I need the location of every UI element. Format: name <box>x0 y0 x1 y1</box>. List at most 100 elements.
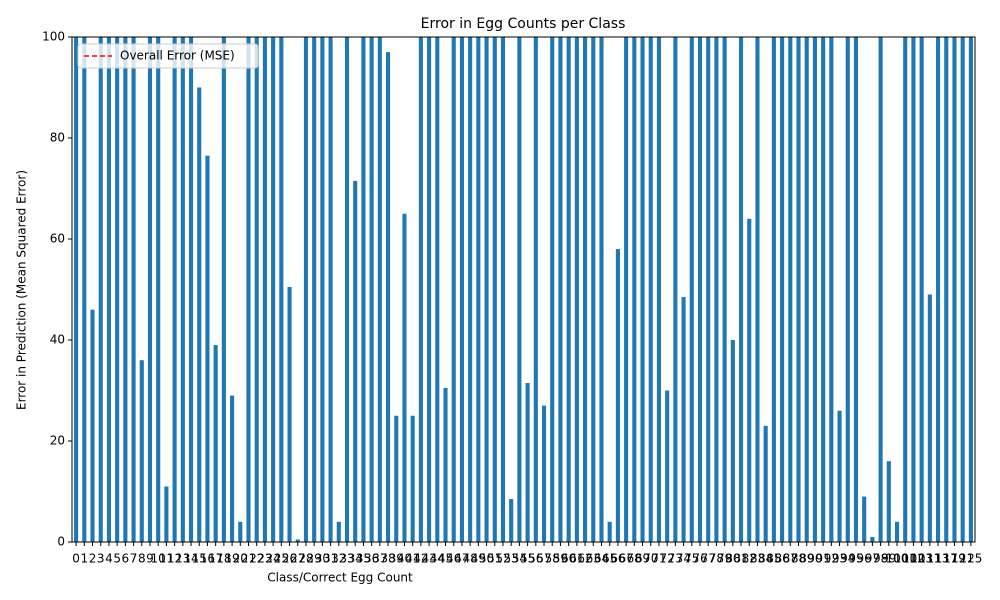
bar <box>484 37 489 542</box>
x-tick-label: 20 <box>233 552 248 566</box>
bar <box>944 37 949 542</box>
x-tick-label: 78 <box>709 552 724 566</box>
x-tick-label: 77 <box>701 552 716 566</box>
x-tick-label: 9 <box>146 552 154 566</box>
x-tick-label: 75 <box>684 552 699 566</box>
x-tick-label: 85 <box>766 552 781 566</box>
bar <box>443 387 448 542</box>
x-tick-label: 83 <box>750 552 765 566</box>
bar <box>862 496 867 542</box>
x-tick-label: 22 <box>249 552 264 566</box>
bar <box>632 37 637 542</box>
x-tick-label: 92 <box>824 552 839 566</box>
x-tick-label: 45 <box>438 552 453 566</box>
bar <box>418 37 423 542</box>
chart-title: Error in Egg Counts per Class <box>421 16 626 32</box>
bar <box>837 410 842 542</box>
bar <box>706 37 711 542</box>
bar <box>656 37 662 542</box>
x-tick-label: 62 <box>577 552 592 566</box>
x-tick-label: 60 <box>561 552 576 566</box>
bar <box>361 37 366 542</box>
x-tick-label: 102 <box>902 552 925 566</box>
bar <box>353 180 358 543</box>
x-tick-label: 25 <box>274 552 289 566</box>
y-tick-label: 0 <box>57 535 65 549</box>
bar <box>821 37 826 542</box>
x-tick-label: 17 <box>208 552 223 566</box>
x-tick-label: 90 <box>807 552 822 566</box>
bar <box>98 37 103 542</box>
bar <box>213 345 218 542</box>
x-tick-label: 117 <box>935 552 958 566</box>
x-tick-label: 97 <box>865 552 880 566</box>
x-tick-label: 43 <box>421 552 436 566</box>
x-tick-label: 50 <box>479 552 494 566</box>
x-tick-label: 76 <box>692 552 707 566</box>
x-tick-label: 82 <box>742 552 757 566</box>
x-tick-label: 13 <box>175 552 190 566</box>
bar <box>640 37 645 542</box>
y-tick-label: 40 <box>50 333 65 347</box>
x-tick-label: 35 <box>356 552 371 566</box>
x-tick-label: 86 <box>774 552 789 566</box>
bar <box>845 37 850 542</box>
y-tick-label: 80 <box>50 131 65 145</box>
x-tick-label: 100 <box>886 552 909 566</box>
x-tick-label: 52 <box>495 552 510 566</box>
x-tick-label: 51 <box>487 552 502 566</box>
bar <box>697 37 703 542</box>
y-tick-label: 100 <box>42 30 65 44</box>
x-tick-label: 121 <box>951 552 974 566</box>
bar <box>903 37 908 542</box>
bar <box>952 37 957 542</box>
bar <box>238 521 243 542</box>
bar <box>591 37 596 542</box>
bar <box>90 309 95 542</box>
legend-box <box>77 43 259 69</box>
bar <box>172 37 177 542</box>
bar <box>788 37 793 542</box>
bar <box>303 37 309 542</box>
x-tick-label: 53 <box>504 552 519 566</box>
x-tick-label: 40 <box>397 552 412 566</box>
x-tick-label: 95 <box>848 552 863 566</box>
bar <box>106 37 111 542</box>
bar <box>911 37 916 542</box>
x-tick-label: 24 <box>265 552 280 566</box>
bar <box>968 37 973 542</box>
x-tick-label: 74 <box>676 552 691 566</box>
x-tick-label: 49 <box>471 552 486 566</box>
x-tick-label: 57 <box>536 552 551 566</box>
x-tick-label: 39 <box>389 552 404 566</box>
bar <box>74 37 79 542</box>
bar <box>738 37 744 542</box>
x-tick-label: 66 <box>610 552 625 566</box>
x-tick-label: 93 <box>832 552 847 566</box>
x-tick-label: 11 <box>159 552 174 566</box>
bar <box>566 37 571 542</box>
bar <box>279 37 284 542</box>
bar <box>886 461 891 542</box>
x-tick-label: 88 <box>791 552 806 566</box>
x-tick-label: 3 <box>97 552 105 566</box>
bar <box>230 395 235 542</box>
bar <box>205 155 210 543</box>
bar <box>525 382 530 542</box>
x-tick-label: 84 <box>758 552 773 566</box>
x-tick-label: 26 <box>282 552 297 566</box>
bar <box>139 360 144 542</box>
bar <box>763 425 768 542</box>
x-tick-label: 58 <box>545 552 560 566</box>
x-tick-label: 19 <box>224 552 239 566</box>
bar <box>312 37 317 542</box>
bar <box>829 37 834 542</box>
x-tick-label: 28 <box>298 552 313 566</box>
x-tick-label: 79 <box>717 552 732 566</box>
x-tick-label: 15 <box>192 552 207 566</box>
bar <box>894 521 900 542</box>
bar <box>509 499 514 542</box>
bar <box>615 249 620 542</box>
bar <box>147 37 153 542</box>
